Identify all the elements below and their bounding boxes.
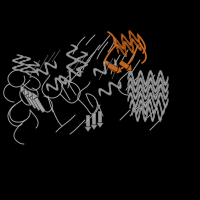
Polygon shape: [126, 64, 132, 71]
Polygon shape: [84, 127, 92, 132]
Polygon shape: [30, 95, 42, 111]
Polygon shape: [92, 113, 96, 125]
Polygon shape: [86, 115, 90, 127]
Polygon shape: [26, 93, 38, 109]
Polygon shape: [116, 66, 122, 74]
Polygon shape: [22, 90, 34, 106]
Polygon shape: [98, 111, 102, 123]
Polygon shape: [20, 85, 27, 93]
Polygon shape: [90, 125, 98, 130]
Polygon shape: [107, 63, 119, 72]
Polygon shape: [119, 60, 130, 70]
Polygon shape: [96, 123, 104, 128]
Polygon shape: [24, 88, 31, 96]
Polygon shape: [28, 90, 35, 98]
Polygon shape: [34, 97, 46, 113]
Polygon shape: [32, 92, 39, 100]
